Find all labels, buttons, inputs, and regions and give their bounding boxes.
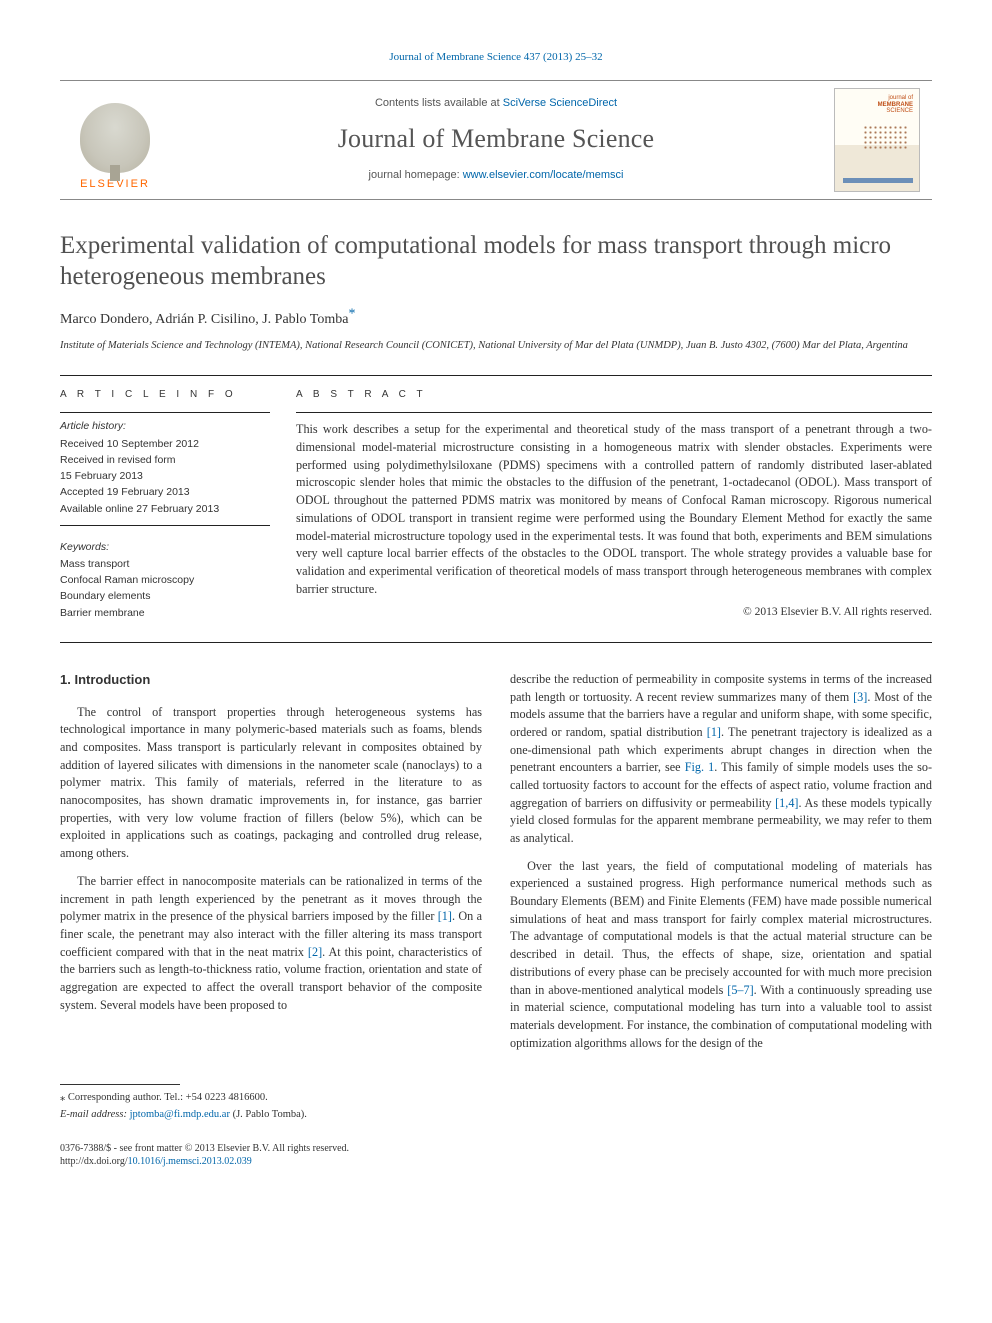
body-column-right: describe the reduction of permeability i…: [510, 671, 932, 1124]
history-online: Available online 27 February 2013: [60, 502, 270, 517]
keyword-3: Barrier membrane: [60, 606, 270, 621]
keywords-head: Keywords:: [60, 540, 270, 555]
para-1: The control of transport properties thro…: [60, 704, 482, 863]
cite-1[interactable]: [1]: [438, 909, 452, 923]
abstract-text: This work describes a setup for the expe…: [296, 421, 932, 598]
footnotes-block: ⁎ Corresponding author. Tel.: +54 0223 4…: [60, 1091, 482, 1121]
journal-name: Journal of Membrane Science: [338, 120, 655, 158]
abstract-rule: [296, 412, 932, 413]
history-received: Received 10 September 2012: [60, 437, 270, 452]
journal-cover-block: journal of MEMBRANE SCIENCE: [822, 81, 932, 199]
sciencedirect-link[interactable]: SciVerse ScienceDirect: [503, 97, 617, 109]
p2a: The barrier effect in nanocomposite mate…: [60, 874, 482, 923]
elsevier-tree-icon: [80, 103, 150, 173]
email-who: (J. Pablo Tomba).: [230, 1109, 307, 1120]
cite-1-4[interactable]: [1,4]: [775, 796, 798, 810]
journal-reference-link[interactable]: Journal of Membrane Science 437 (2013) 2…: [389, 51, 602, 63]
bottom-meta: 0376-7388/$ - see front matter © 2013 El…: [60, 1142, 932, 1169]
authors-line: Marco Dondero, Adrián P. Cisilino, J. Pa…: [60, 310, 932, 330]
article-info-head: A R T I C L E I N F O: [60, 388, 270, 403]
history-revised-2: 15 February 2013: [60, 469, 270, 484]
keyword-0: Mass transport: [60, 557, 270, 572]
cover-graphic-icon: [863, 125, 909, 151]
body-columns: 1. Introduction The control of transport…: [60, 671, 932, 1124]
cite-1b[interactable]: [1]: [707, 725, 721, 739]
publisher-logo-block: ELSEVIER: [60, 81, 170, 199]
cover-line-2: MEMBRANE: [878, 102, 913, 108]
cite-3[interactable]: [3]: [853, 690, 867, 704]
rule-mid: [60, 642, 932, 643]
email-label: E-mail address:: [60, 1109, 130, 1120]
article-info-column: A R T I C L E I N F O Article history: R…: [60, 388, 270, 622]
para-3: describe the reduction of permeability i…: [510, 671, 932, 848]
email-footnote: E-mail address: jptomba@fi.mdp.edu.ar (J…: [60, 1108, 482, 1122]
cover-line-3: SCIENCE: [886, 108, 913, 114]
para-2: The barrier effect in nanocomposite mate…: [60, 873, 482, 1015]
abstract-copyright: © 2013 Elsevier B.V. All rights reserved…: [296, 604, 932, 621]
rule-top: [60, 375, 932, 376]
history-accepted: Accepted 19 February 2013: [60, 485, 270, 500]
journal-homepage-line: journal homepage: www.elsevier.com/locat…: [369, 168, 624, 184]
keyword-1: Confocal Raman microscopy: [60, 573, 270, 588]
abstract-head: A B S T R A C T: [296, 388, 932, 403]
authors-names: Marco Dondero, Adrián P. Cisilino, J. Pa…: [60, 312, 348, 327]
journal-homepage-link[interactable]: www.elsevier.com/locate/memsci: [463, 169, 624, 181]
homepage-prefix: journal homepage:: [369, 169, 463, 181]
contents-available-line: Contents lists available at SciVerse Sci…: [375, 96, 617, 112]
corresponding-author-mark[interactable]: *: [348, 307, 355, 322]
article-history-head: Article history:: [60, 419, 270, 434]
para-4: Over the last years, the field of comput…: [510, 858, 932, 1053]
cover-line-1: journal of: [888, 95, 913, 101]
info-rule-2: [60, 525, 270, 526]
history-revised-1: Received in revised form: [60, 453, 270, 468]
body-column-left: 1. Introduction The control of transport…: [60, 671, 482, 1124]
p4a: Over the last years, the field of comput…: [510, 859, 932, 997]
affiliation: Institute of Materials Science and Techn…: [60, 339, 932, 353]
doi-line: http://dx.doi.org/10.1016/j.memsci.2013.…: [60, 1155, 932, 1169]
footnote-separator: [60, 1084, 180, 1085]
info-rule: [60, 412, 270, 413]
corresponding-author-footnote: ⁎ Corresponding author. Tel.: +54 0223 4…: [60, 1091, 482, 1105]
journal-cover-thumbnail: journal of MEMBRANE SCIENCE: [834, 88, 920, 192]
issn-line: 0376-7388/$ - see front matter © 2013 El…: [60, 1142, 932, 1156]
journal-header-center: Contents lists available at SciVerse Sci…: [170, 81, 822, 199]
keyword-2: Boundary elements: [60, 589, 270, 604]
introduction-head: 1. Introduction: [60, 671, 482, 690]
cite-2[interactable]: [2]: [308, 945, 322, 959]
cite-5-7[interactable]: [5–7]: [727, 983, 753, 997]
doi-label: http://dx.doi.org/: [60, 1156, 128, 1167]
abstract-column: A B S T R A C T This work describes a se…: [296, 388, 932, 622]
cover-bar-icon: [843, 178, 913, 183]
article-title: Experimental validation of computational…: [60, 230, 932, 293]
journal-reference: Journal of Membrane Science 437 (2013) 2…: [60, 50, 932, 66]
email-link[interactable]: jptomba@fi.mdp.edu.ar: [130, 1109, 230, 1120]
journal-header-strip: ELSEVIER Contents lists available at Sci…: [60, 80, 932, 200]
doi-link[interactable]: 10.1016/j.memsci.2013.02.039: [128, 1156, 252, 1167]
figure-ref-1[interactable]: Fig. 1: [685, 760, 715, 774]
contents-prefix: Contents lists available at: [375, 97, 503, 109]
